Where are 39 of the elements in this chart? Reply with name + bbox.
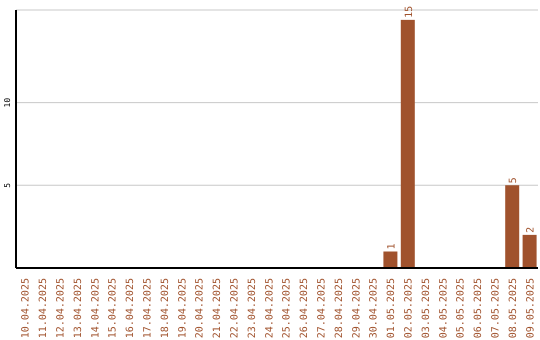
- bar: [400, 20, 415, 268]
- x-tick-label: 27.04.2025: [316, 278, 328, 338]
- x-tick-label: 30.04.2025: [368, 278, 380, 338]
- x-tick-label: 24.04.2025: [264, 278, 276, 338]
- bar: [522, 234, 537, 268]
- x-tick-label: 05.05.2025: [456, 278, 467, 338]
- x-tick-label: 08.05.2025: [508, 278, 519, 338]
- x-tick-label: 21.04.2025: [212, 278, 224, 338]
- x-tick-label: 29.04.2025: [351, 278, 362, 338]
- x-tick-label: 11.04.2025: [38, 278, 50, 338]
- data-label: 1: [386, 243, 398, 250]
- x-tick-label: 01.05.2025: [386, 278, 398, 338]
- x-tick-label: 10.04.2025: [20, 278, 32, 338]
- x-tick-label: 22.04.2025: [230, 278, 240, 338]
- x-tick-label: 17.04.2025: [142, 278, 154, 338]
- x-tick-label: 09.05.2025: [525, 278, 536, 338]
- x-tick-label: 18.04.2025: [160, 278, 171, 338]
- bar: [505, 185, 520, 268]
- x-tick-label: 14.04.2025: [90, 278, 102, 338]
- x-tick-label: 07.05.2025: [490, 278, 502, 338]
- data-label: 5: [508, 177, 520, 184]
- y-tick-label: 10: [3, 98, 12, 108]
- x-tick-label: 19.04.2025: [177, 278, 188, 338]
- x-tick-label: 03.05.2025: [420, 278, 432, 338]
- data-label: 2: [526, 226, 537, 233]
- x-tick-label: 12.04.2025: [56, 278, 66, 338]
- x-tick-label: 25.04.2025: [282, 278, 293, 338]
- x-tick-label: 13.04.2025: [72, 278, 84, 338]
- x-tick-label: 06.05.2025: [473, 278, 484, 338]
- x-tick-label: 20.04.2025: [194, 278, 206, 338]
- data-label: 15: [404, 6, 415, 18]
- x-tick-label: 02.05.2025: [404, 278, 414, 338]
- x-tick-label: 28.04.2025: [334, 278, 345, 338]
- x-tick-label: 04.05.2025: [438, 278, 450, 338]
- x-tick-label: 16.04.2025: [125, 278, 136, 338]
- x-tick-label: 26.04.2025: [299, 278, 310, 338]
- bar: [383, 251, 398, 268]
- x-tick-label: 23.04.2025: [246, 278, 258, 338]
- x-tick-label: 15.04.2025: [108, 278, 119, 338]
